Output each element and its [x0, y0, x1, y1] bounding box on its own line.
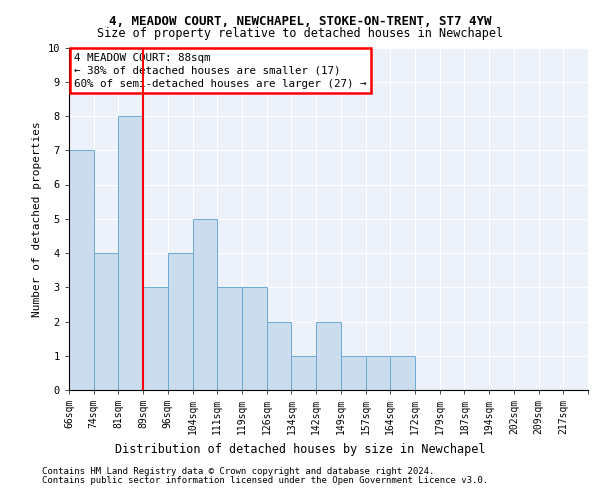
- Bar: [168, 253, 193, 390]
- Bar: [69, 150, 94, 390]
- Bar: [94, 253, 118, 390]
- Text: Distribution of detached houses by size in Newchapel: Distribution of detached houses by size …: [115, 442, 485, 456]
- Bar: [143, 287, 168, 390]
- Text: Contains HM Land Registry data © Crown copyright and database right 2024.: Contains HM Land Registry data © Crown c…: [42, 468, 434, 476]
- Text: Size of property relative to detached houses in Newchapel: Size of property relative to detached ho…: [97, 28, 503, 40]
- Bar: [292, 356, 316, 390]
- Bar: [193, 219, 217, 390]
- Text: 4, MEADOW COURT, NEWCHAPEL, STOKE-ON-TRENT, ST7 4YW: 4, MEADOW COURT, NEWCHAPEL, STOKE-ON-TRE…: [109, 15, 491, 28]
- Bar: [118, 116, 143, 390]
- Y-axis label: Number of detached properties: Number of detached properties: [32, 121, 42, 316]
- Bar: [242, 287, 267, 390]
- Bar: [341, 356, 365, 390]
- Text: 4 MEADOW COURT: 88sqm
← 38% of detached houses are smaller (17)
60% of semi-deta: 4 MEADOW COURT: 88sqm ← 38% of detached …: [74, 52, 367, 89]
- Bar: [217, 287, 242, 390]
- Bar: [267, 322, 292, 390]
- Bar: [365, 356, 390, 390]
- Bar: [390, 356, 415, 390]
- Bar: [316, 322, 341, 390]
- Text: Contains public sector information licensed under the Open Government Licence v3: Contains public sector information licen…: [42, 476, 488, 485]
